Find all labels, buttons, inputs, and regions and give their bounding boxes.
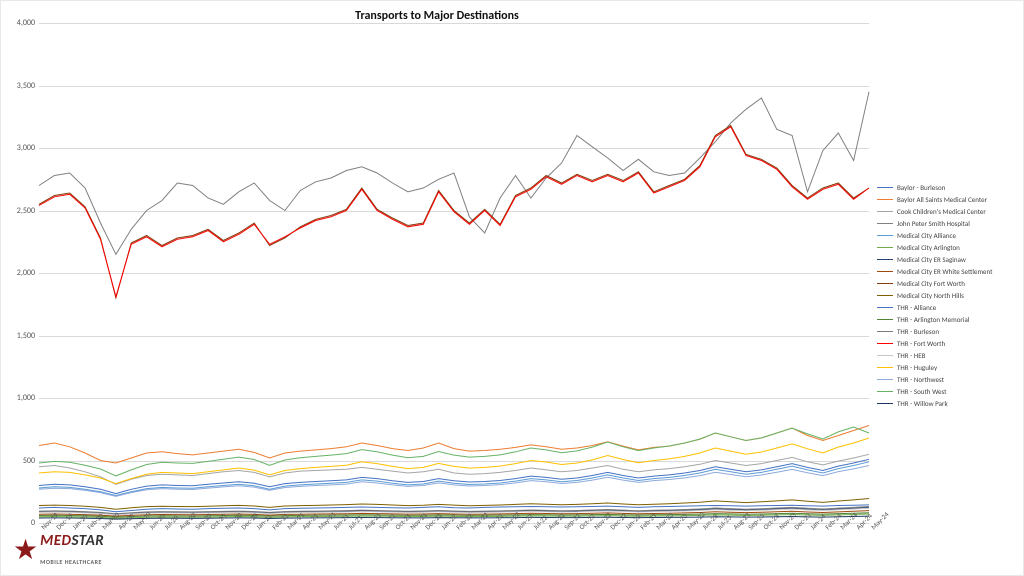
logo-text-b: STAR bbox=[72, 532, 105, 550]
legend-label: THR - Burleson bbox=[897, 327, 939, 336]
legend-swatch bbox=[877, 187, 893, 188]
legend-item: Medical City Arlington bbox=[877, 241, 1017, 253]
legend-item: Baylor - Burleson bbox=[877, 181, 1017, 193]
legend-label: THR - Northwest bbox=[897, 375, 944, 384]
legend-swatch bbox=[877, 283, 893, 284]
legend-swatch bbox=[877, 271, 893, 272]
legend-swatch bbox=[877, 403, 893, 404]
legend-item: THR - South West bbox=[877, 385, 1017, 397]
legend-swatch bbox=[877, 235, 893, 236]
chart-page: Transports to Major Destinations 05001,0… bbox=[0, 0, 1024, 576]
legend-swatch bbox=[877, 295, 893, 296]
legend-swatch bbox=[877, 259, 893, 260]
y-tick-label: 4,000 bbox=[17, 18, 39, 28]
legend-label: John Peter Smith Hospital bbox=[897, 219, 970, 228]
legend-swatch bbox=[877, 331, 893, 332]
legend-label: THR - Fort Worth bbox=[897, 339, 945, 348]
legend-label: THR - Huguley bbox=[897, 363, 937, 372]
y-tick-label: 500 bbox=[23, 456, 39, 466]
legend-label: Medical City ER Saginaw bbox=[897, 255, 966, 264]
legend-swatch bbox=[877, 367, 893, 368]
legend-swatch bbox=[877, 247, 893, 248]
y-tick-label: 2,000 bbox=[17, 268, 39, 278]
series-line bbox=[39, 127, 869, 297]
series-line bbox=[39, 454, 869, 484]
legend-item: THR - Huguley bbox=[877, 361, 1017, 373]
legend-swatch bbox=[877, 391, 893, 392]
chart-title: Transports to Major Destinations bbox=[1, 9, 873, 23]
legend-item: THR - Burleson bbox=[877, 325, 1017, 337]
legend-item: Medical City ER White Settlement bbox=[877, 265, 1017, 277]
legend-item: THR - HEB bbox=[877, 349, 1017, 361]
legend-label: Medical City North Hills bbox=[897, 291, 964, 300]
legend-item: Medical City Fort Worth bbox=[877, 277, 1017, 289]
legend-item: Medical City ER Saginaw bbox=[877, 253, 1017, 265]
y-tick-label: 2,500 bbox=[17, 206, 39, 216]
legend-label: THR - South West bbox=[897, 387, 947, 396]
legend-swatch bbox=[877, 319, 893, 320]
legend-item: THR - Alliance bbox=[877, 301, 1017, 313]
chart-lines bbox=[39, 23, 869, 523]
legend-item: John Peter Smith Hospital bbox=[877, 217, 1017, 229]
series-line bbox=[39, 427, 869, 476]
legend-item: THR - Fort Worth bbox=[877, 337, 1017, 349]
legend-label: Medical City ER White Settlement bbox=[897, 267, 993, 276]
legend-item: Medical City Alliance bbox=[877, 229, 1017, 241]
legend: Baylor - Burleson Baylor All Saints Medic… bbox=[877, 181, 1017, 409]
y-tick-label: 3,500 bbox=[17, 81, 39, 91]
y-tick-label: 0 bbox=[31, 518, 39, 528]
legend-item: THR - Northwest bbox=[877, 373, 1017, 385]
plot-area: 05001,0001,5002,0002,5003,0003,5004,000 bbox=[39, 23, 869, 523]
legend-swatch bbox=[877, 355, 893, 356]
legend-label: THR - HEB bbox=[897, 351, 925, 360]
y-tick-label: 1,500 bbox=[17, 331, 39, 341]
legend-swatch bbox=[877, 211, 893, 212]
legend-item: Cook Children's Medical Center bbox=[877, 205, 1017, 217]
legend-label: THR - Arlington Memorial bbox=[897, 315, 969, 324]
y-tick-label: 3,000 bbox=[17, 143, 39, 153]
y-tick-label: 1,000 bbox=[17, 393, 39, 403]
legend-label: Baylor All Saints Medical Center bbox=[897, 195, 987, 204]
legend-swatch bbox=[877, 307, 893, 308]
series-line bbox=[39, 92, 869, 255]
legend-item: THR - Arlington Memorial bbox=[877, 313, 1017, 325]
legend-swatch bbox=[877, 223, 893, 224]
legend-label: Cook Children's Medical Center bbox=[897, 207, 986, 216]
series-line bbox=[39, 426, 869, 464]
logo-tagline: MOBILE HEALTHCARE bbox=[40, 558, 102, 566]
legend-label: Medical City Fort Worth bbox=[897, 279, 965, 288]
legend-label: Medical City Alliance bbox=[897, 231, 956, 240]
legend-item: Medical City North Hills bbox=[877, 289, 1017, 301]
brand-logo: ★ MEDSTAR MOBILE HEALTHCARE bbox=[13, 531, 104, 569]
legend-label: Baylor - Burleson bbox=[897, 183, 945, 192]
legend-item: Baylor All Saints Medical Center bbox=[877, 193, 1017, 205]
legend-label: THR - Willow Park bbox=[897, 399, 948, 408]
legend-swatch bbox=[877, 379, 893, 380]
legend-swatch bbox=[877, 343, 893, 344]
star-icon: ★ bbox=[13, 536, 38, 564]
x-tick-label: May-24 bbox=[869, 510, 891, 532]
x-axis-labels: Nov-19Dec-19Jan-20Feb-20Mar-20Apr-20May-… bbox=[39, 525, 869, 565]
legend-label: Medical City Arlington bbox=[897, 243, 960, 252]
logo-text-a: MED bbox=[40, 532, 71, 550]
legend-label: THR - Alliance bbox=[897, 303, 936, 312]
legend-swatch bbox=[877, 199, 893, 200]
legend-item: THR - Willow Park bbox=[877, 397, 1017, 409]
